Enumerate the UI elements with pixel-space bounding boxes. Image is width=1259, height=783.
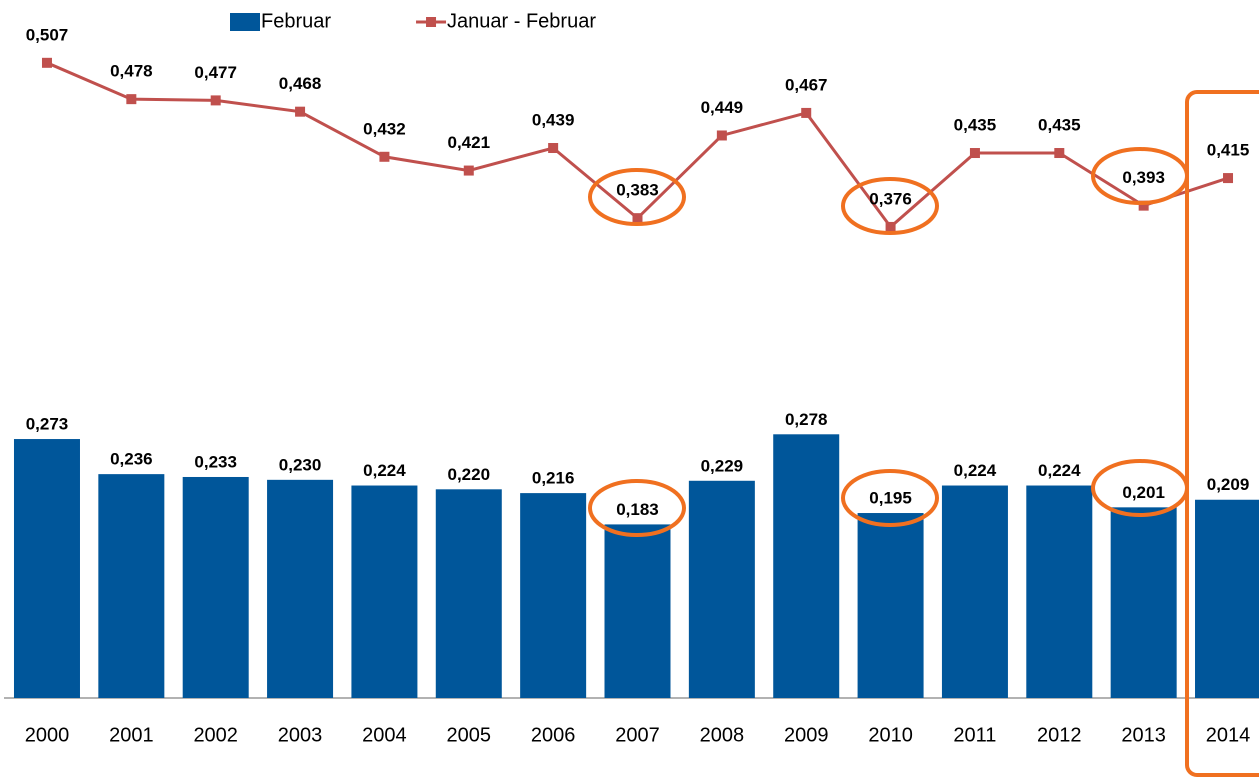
data-label: 0,236 (110, 450, 153, 469)
legend-label: Januar - Februar (447, 10, 596, 32)
bar (941, 485, 1008, 698)
x-tick-label: 2005 (447, 724, 492, 746)
data-label: 0,468 (279, 74, 322, 93)
x-tick-label: 2000 (25, 724, 70, 746)
data-label: 0,393 (1122, 168, 1165, 187)
data-label: 0,224 (1038, 461, 1081, 480)
x-tick-label: 2003 (278, 724, 323, 746)
x-tick-label: 2001 (109, 724, 154, 746)
line (46, 61, 1229, 230)
data-label: 0,201 (1122, 483, 1165, 502)
bar (773, 434, 840, 698)
legend-label: Februar (261, 10, 331, 32)
data-label: 0,383 (616, 181, 659, 200)
x-tick-label: 2006 (531, 724, 576, 746)
bar (98, 474, 165, 698)
highlight (588, 168, 686, 226)
marker (632, 213, 643, 224)
bar (267, 479, 334, 698)
x-tick-label: 2013 (1121, 724, 1166, 746)
data-label: 0,230 (279, 455, 322, 474)
x-tick-label: 2004 (362, 724, 407, 746)
marker (463, 165, 474, 176)
x-tick-label: 2010 (868, 724, 913, 746)
data-label: 0,435 (954, 116, 997, 135)
data-label: 0,183 (616, 500, 659, 519)
data-label: 0,233 (194, 452, 237, 471)
x-tick-label: 2007 (615, 724, 660, 746)
bar (857, 513, 924, 698)
x-tick-label: 2012 (1037, 724, 1082, 746)
data-label: 0,439 (532, 110, 575, 129)
marker (1054, 148, 1065, 159)
bar (520, 493, 587, 698)
bar (351, 485, 418, 698)
data-label: 0,415 (1207, 141, 1250, 160)
highlight (588, 479, 686, 537)
data-label: 0,435 (1038, 116, 1081, 135)
data-label: 0,216 (532, 469, 575, 488)
data-label: 0,229 (701, 456, 744, 475)
bar (182, 476, 249, 698)
marker (126, 94, 137, 105)
highlight (841, 469, 939, 527)
marker (295, 106, 306, 117)
marker (1223, 173, 1234, 184)
data-label: 0,507 (26, 25, 69, 44)
bar (13, 439, 80, 698)
bar (688, 480, 755, 698)
bar (1026, 485, 1093, 698)
data-label: 0,209 (1207, 475, 1250, 494)
marker (41, 57, 52, 68)
data-label: 0,432 (363, 119, 406, 138)
marker (885, 221, 896, 232)
data-label: 0,273 (26, 415, 69, 434)
data-label: 0,467 (785, 75, 828, 94)
data-label: 0,421 (448, 133, 491, 152)
marker (969, 148, 980, 159)
legend-swatch (230, 13, 260, 31)
marker (1138, 200, 1149, 211)
highlight-box (1185, 90, 1259, 777)
x-tick-label: 2008 (700, 724, 745, 746)
legend-swatch (426, 17, 437, 27)
data-label: 0,224 (954, 461, 997, 480)
x-tick-label: 2009 (784, 724, 829, 746)
data-label: 0,477 (194, 63, 237, 82)
bar (435, 489, 502, 698)
marker (548, 143, 559, 154)
x-tick-label: 2014 (1206, 724, 1251, 746)
data-label: 0,224 (363, 461, 406, 480)
data-label: 0,376 (869, 189, 912, 208)
marker (379, 151, 390, 162)
x-tick-label: 2002 (193, 724, 238, 746)
marker (801, 107, 812, 118)
x-tick-label: 2011 (953, 724, 996, 746)
data-label: 0,220 (448, 465, 491, 484)
bar (604, 524, 671, 698)
marker (716, 130, 727, 141)
marker (210, 95, 221, 106)
data-label: 0,449 (701, 98, 744, 117)
highlights (588, 90, 1259, 777)
highlight (841, 177, 939, 235)
data-label: 0,195 (869, 489, 912, 508)
bar (1110, 507, 1177, 698)
data-label: 0,278 (785, 410, 828, 429)
data-label: 0,478 (110, 62, 153, 81)
bar (1195, 499, 1259, 698)
